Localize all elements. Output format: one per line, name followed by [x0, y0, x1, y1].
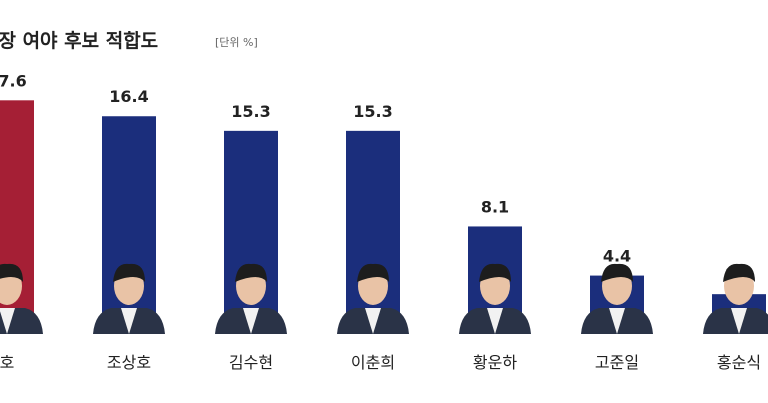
- portrait-shirt: [487, 308, 503, 334]
- value-label: 8.1: [481, 197, 509, 216]
- portrait: [459, 263, 531, 334]
- x-tick-label: 이춘희: [351, 353, 395, 372]
- x-tick-label: 조상호: [107, 353, 151, 372]
- value-label: 4.4: [603, 247, 631, 266]
- portrait-hair: [113, 263, 145, 282]
- value-label: 17.6: [0, 71, 27, 90]
- portrait-shirt: [365, 308, 381, 334]
- portrait-hair: [235, 263, 267, 282]
- portrait: [0, 263, 43, 334]
- value-label: 15.3: [231, 102, 270, 121]
- chart-subtitle: [단위 %]: [215, 36, 258, 49]
- portrait-hair: [723, 263, 755, 282]
- chart-title: 시장 여야 후보 적합도: [0, 30, 158, 52]
- value-label: 15.3: [353, 102, 392, 121]
- portrait: [337, 263, 409, 334]
- portrait-shirt: [731, 308, 747, 334]
- portrait-shirt: [121, 308, 137, 334]
- portrait-hair: [0, 263, 23, 282]
- portrait-hair: [357, 263, 389, 282]
- x-tick-label: 김수현: [229, 353, 273, 372]
- portrait-shirt: [0, 308, 15, 334]
- portrait-hair: [601, 263, 633, 282]
- x-tick-label: 고준일: [595, 353, 639, 372]
- portrait: [215, 263, 287, 334]
- portrait: [703, 263, 768, 334]
- x-tick-label: 황운하: [473, 353, 517, 372]
- portrait: [93, 263, 165, 334]
- portrait: [581, 263, 653, 334]
- value-label: 16.4: [109, 87, 148, 106]
- portrait-shirt: [609, 308, 625, 334]
- portrait-hair: [479, 263, 511, 282]
- x-tick-label: 호: [0, 353, 14, 372]
- portrait-shirt: [243, 308, 259, 334]
- x-tick-label: 홍순식: [717, 353, 761, 372]
